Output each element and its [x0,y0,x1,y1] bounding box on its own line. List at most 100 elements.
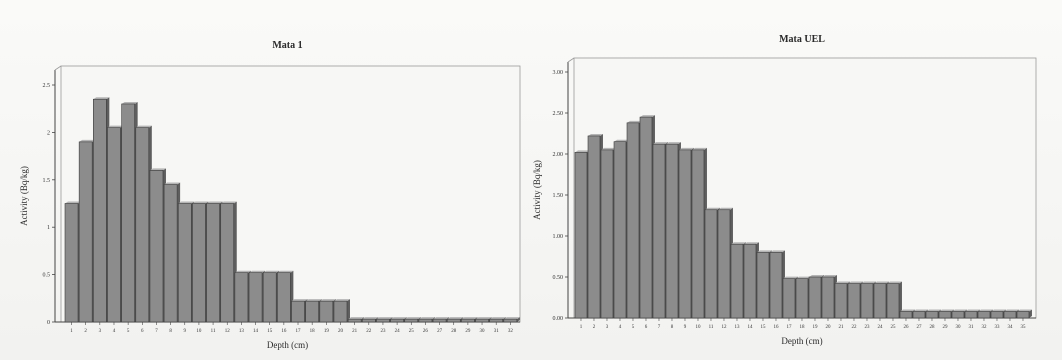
chart-1-y-tick-label: 2.5 [43,83,51,89]
chart-2-x-tick-label: 16 [773,325,779,330]
chart-1-x-tick-label: 22 [366,329,372,334]
chart-2-bar-top [874,281,889,284]
chart-1-bar-top [489,317,506,320]
chart-1-bar-top [206,201,223,204]
chart-1-bar-top [475,317,492,320]
chart-1-bar-top [249,270,266,273]
chart-1-bar-top [333,299,350,302]
chart-2-y-tick-label: 0.50 [553,275,564,281]
chart-1-y-tick-label: 1 [47,225,50,231]
chart-2-bar-top [900,309,915,312]
chart-1-x-tick-label: 24 [395,329,401,334]
chart-2-bar-top [588,133,603,136]
chart-1-bar [107,127,121,323]
chart-2-bar-top [666,142,681,145]
chart-2-x-tick-label: 6 [645,325,648,330]
chart-1-x-tick-label: 25 [409,329,415,334]
chart-2-x-tick-label: 1 [580,325,583,330]
chart-2-bar [899,311,913,319]
chart-1-bar [78,141,93,323]
chart-2-bar-top [614,139,629,142]
chart-2-bar-top [601,147,616,150]
chart-1-x-tick-label: 27 [437,329,443,334]
chart-2-bar [691,149,705,319]
chart-1-bar [376,318,390,323]
chart-2-bar-top [1017,309,1032,312]
chart-2-x-label: Depth (cm) [781,336,822,346]
chart-2-bar [782,278,796,319]
chart-2-x-tick-label: 34 [1007,325,1013,330]
chart-1-bar [489,318,504,323]
chart-1-x-tick-label: 5 [127,329,130,334]
chart-1-x-tick-label: 17 [296,329,302,334]
chart-2-bar-top [770,250,785,253]
chart-1-bar [262,272,277,323]
chart-2-x-tick-label: 24 [877,325,883,330]
chart-1-bar-top [447,317,464,320]
chart-2-bar-top [705,207,720,210]
chart-1-x-tick-label: 23 [380,329,386,334]
chart-2-bar-top [692,147,707,150]
chart-2-bar-top [718,207,733,210]
chart-2-x-tick-label: 28 [929,325,935,330]
chart-2-bar [964,311,978,319]
chart-1-bar-top [376,317,393,320]
chart-2-bar-top [965,309,980,312]
chart-1-bar [149,170,164,323]
chart-2-bar [730,243,744,319]
chart-1-x-tick-label: 18 [310,329,316,334]
chart-1-x-tick-label: 11 [211,329,216,334]
chart-1-bar [234,272,249,323]
chart-2-x-tick-label: 8 [671,325,674,330]
chart-1-y-label: Activity (Bq/kg) [19,166,29,226]
chart-1-bar-top [107,125,124,128]
chart-1-bar-top [277,270,294,273]
chart-2-bar-top [835,281,850,284]
chart-2-bar-top [913,309,928,312]
chart-1-bar [220,203,235,323]
chart-1-bar [64,203,79,323]
chart-1-x-tick-label: 3 [99,329,102,334]
chart-2-y-tick-label: 1.00 [553,234,564,240]
chart-1-bar [333,300,348,323]
chart-2-x-tick-label: 3 [606,325,609,330]
chart-2-y-tick-label: 0.00 [553,316,564,322]
chart-1-x-tick-label: 21 [352,329,358,334]
chart-1-bar [446,318,461,323]
chart-2-bar [678,149,692,319]
chart-2-bar [860,283,874,319]
chart-1-bar [432,318,447,323]
chart-1-bar-top [178,201,195,204]
chart-1-bar [248,272,263,323]
chart-2-bar [756,252,770,319]
chart-1-bar [177,203,192,323]
chart-2-x-tick-label: 14 [747,325,753,330]
chart-1-x-tick-label: 26 [423,329,429,334]
chart-1-x-label: Depth (cm) [267,340,308,350]
chart-1-bar-top [461,317,478,320]
chart-1-x-tick-label: 4 [113,329,116,334]
chart-2-x-tick-label: 11 [709,325,714,330]
chart-2-x-tick-label: 9 [684,325,687,330]
chart-1-bar-top [305,299,322,302]
chart-1-x-tick-label: 30 [480,329,486,334]
chart-2-bar [834,283,848,319]
chart-1-x-tick-label: 15 [267,329,273,334]
chart-1-y-tick-label: 0.5 [43,273,51,279]
chart-2-bar [925,311,939,319]
chart-1-x-tick-label: 7 [155,329,158,334]
chart-2-bar-top [887,281,902,284]
chart-1-bar-top [390,317,407,320]
chart-1-bar-top [433,317,450,320]
chart-2-bar-top [952,309,967,312]
chart-2-x-tick-label: 7 [658,325,661,330]
chart-1-bar-top [149,168,166,171]
chart-2-x-tick-label: 25 [890,325,896,330]
chart-2-bar-top [978,309,993,312]
chart-2-bar-top [744,242,759,245]
chart-1-bar-top [503,317,520,320]
chart-2-x-tick-label: 2 [593,325,596,330]
chart-2-x-tick-label: 35 [1020,325,1026,330]
chart-2-bar [665,143,679,319]
